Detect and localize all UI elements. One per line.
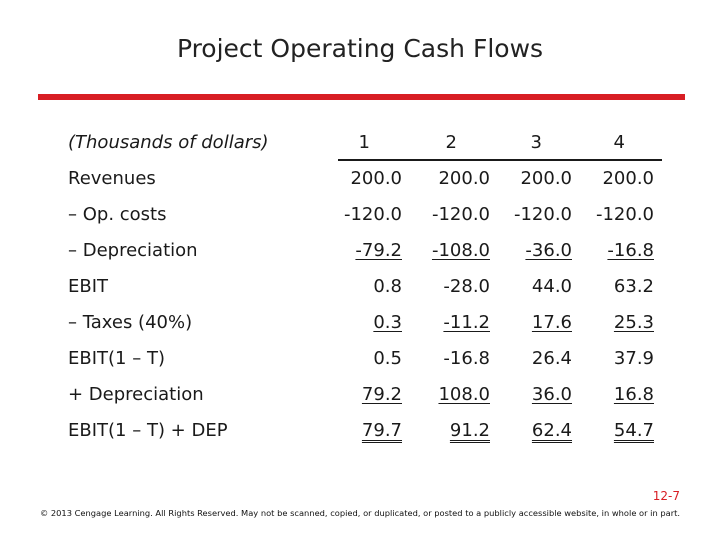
row-label: EBIT(1 – T) <box>68 348 165 369</box>
row-label: EBIT <box>68 276 109 297</box>
cell-year-4: -120.0 <box>595 204 654 225</box>
row-label: EBIT(1 – T) + DEP <box>68 420 228 441</box>
copyright-footer: © 2013 Cengage Learning. All Rights Rese… <box>39 508 681 518</box>
year-header-1: 1 <box>358 132 370 153</box>
cell-year-3: -36.0 <box>525 240 572 261</box>
row-label: – Taxes (40%) <box>68 312 193 333</box>
table-header-label: (Thousands of dollars) <box>68 132 269 153</box>
cell-year-2: -28.0 <box>443 276 490 297</box>
cell-year-4: 63.2 <box>613 276 654 297</box>
cell-year-2: -11.2 <box>443 312 490 333</box>
cell-year-2: 91.2 <box>449 420 490 441</box>
cell-year-4: 200.0 <box>602 168 654 189</box>
cell-year-1: -79.2 <box>355 240 402 261</box>
row-label: + Depreciation <box>68 384 204 405</box>
cell-year-2: 200.0 <box>438 168 490 189</box>
cell-year-3: 62.4 <box>531 420 572 441</box>
cell-year-4: 54.7 <box>613 420 654 441</box>
cell-year-1: 0.8 <box>373 276 402 297</box>
cell-year-2: -120.0 <box>431 204 490 225</box>
cell-year-1: 200.0 <box>350 168 402 189</box>
cell-year-1: 79.2 <box>361 384 402 405</box>
cell-year-1: -120.0 <box>343 204 402 225</box>
cell-year-3: 26.4 <box>531 348 572 369</box>
cell-year-3: -120.0 <box>513 204 572 225</box>
row-label: – Op. costs <box>68 204 167 225</box>
cell-year-3: 36.0 <box>531 384 572 405</box>
row-label: – Depreciation <box>68 240 198 261</box>
year-header-2: 2 <box>445 132 457 153</box>
cell-year-2: 108.0 <box>438 384 490 405</box>
cell-year-4: 25.3 <box>613 312 654 333</box>
slide-title: Project Operating Cash Flows <box>176 34 544 63</box>
row-label: Revenues <box>68 168 156 189</box>
year-header-4: 4 <box>613 132 625 153</box>
cell-year-4: -16.8 <box>607 240 654 261</box>
cell-year-3: 17.6 <box>531 312 572 333</box>
cell-year-1: 0.3 <box>373 312 402 333</box>
cell-year-4: 37.9 <box>613 348 654 369</box>
header-rule <box>338 159 662 161</box>
cell-year-1: 79.7 <box>361 420 402 441</box>
slide-number: 12-7 <box>652 489 680 503</box>
cell-year-2: -108.0 <box>431 240 490 261</box>
year-header-3: 3 <box>530 132 542 153</box>
cell-year-3: 200.0 <box>520 168 572 189</box>
cell-year-2: -16.8 <box>443 348 490 369</box>
cell-year-4: 16.8 <box>613 384 654 405</box>
cell-year-1: 0.5 <box>373 348 402 369</box>
cell-year-3: 44.0 <box>531 276 572 297</box>
title-accent-bar <box>38 94 685 100</box>
